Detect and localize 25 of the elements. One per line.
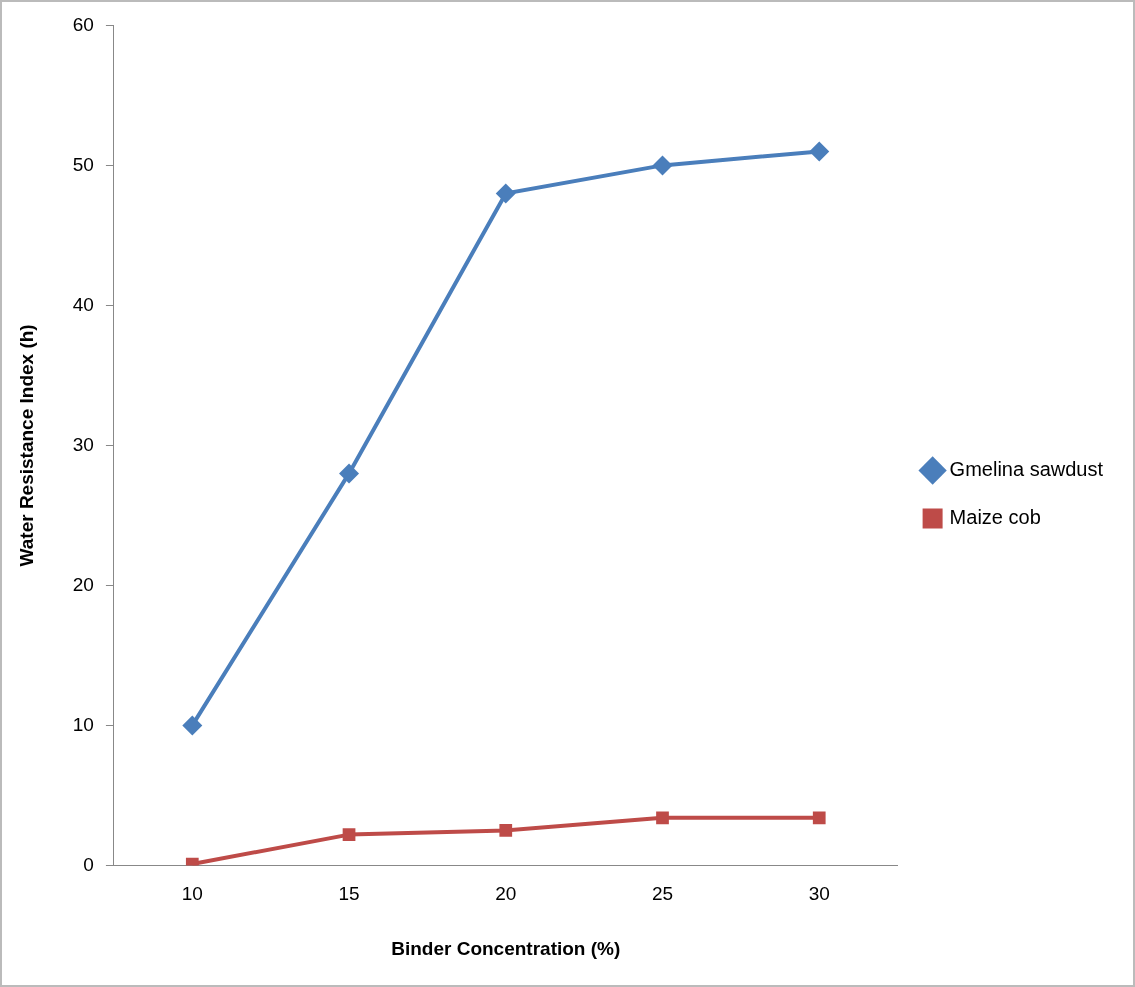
y-tick-label: 10	[72, 713, 94, 735]
y-tick-label: 0	[83, 853, 94, 875]
x-tick-label: 10	[181, 883, 203, 905]
legend-label: Maize cob	[949, 506, 1041, 529]
y-axis-title: Water Resistance Index (h)	[15, 324, 37, 567]
point	[339, 463, 360, 484]
point	[812, 811, 826, 825]
legend-label: Gmelina sawdust	[949, 458, 1104, 481]
x-axis-title: Binder Concentration (%)	[391, 937, 621, 959]
y-tick-label: 60	[72, 13, 94, 35]
point	[495, 183, 516, 204]
x-tick-label: 25	[651, 883, 674, 905]
x-tick-label: 15	[338, 883, 360, 905]
point	[656, 811, 669, 825]
point	[342, 828, 356, 841]
y-tick-label: 30	[72, 433, 94, 455]
x-tick-label: 30	[808, 883, 830, 905]
x-tick-label: 20	[495, 883, 517, 905]
point	[809, 141, 830, 162]
y-tick-label: 50	[72, 153, 94, 175]
point	[652, 155, 673, 176]
point	[182, 715, 203, 736]
point	[499, 824, 513, 837]
y-tick-label: 40	[72, 293, 94, 315]
y-tick-label: 20	[72, 573, 94, 595]
